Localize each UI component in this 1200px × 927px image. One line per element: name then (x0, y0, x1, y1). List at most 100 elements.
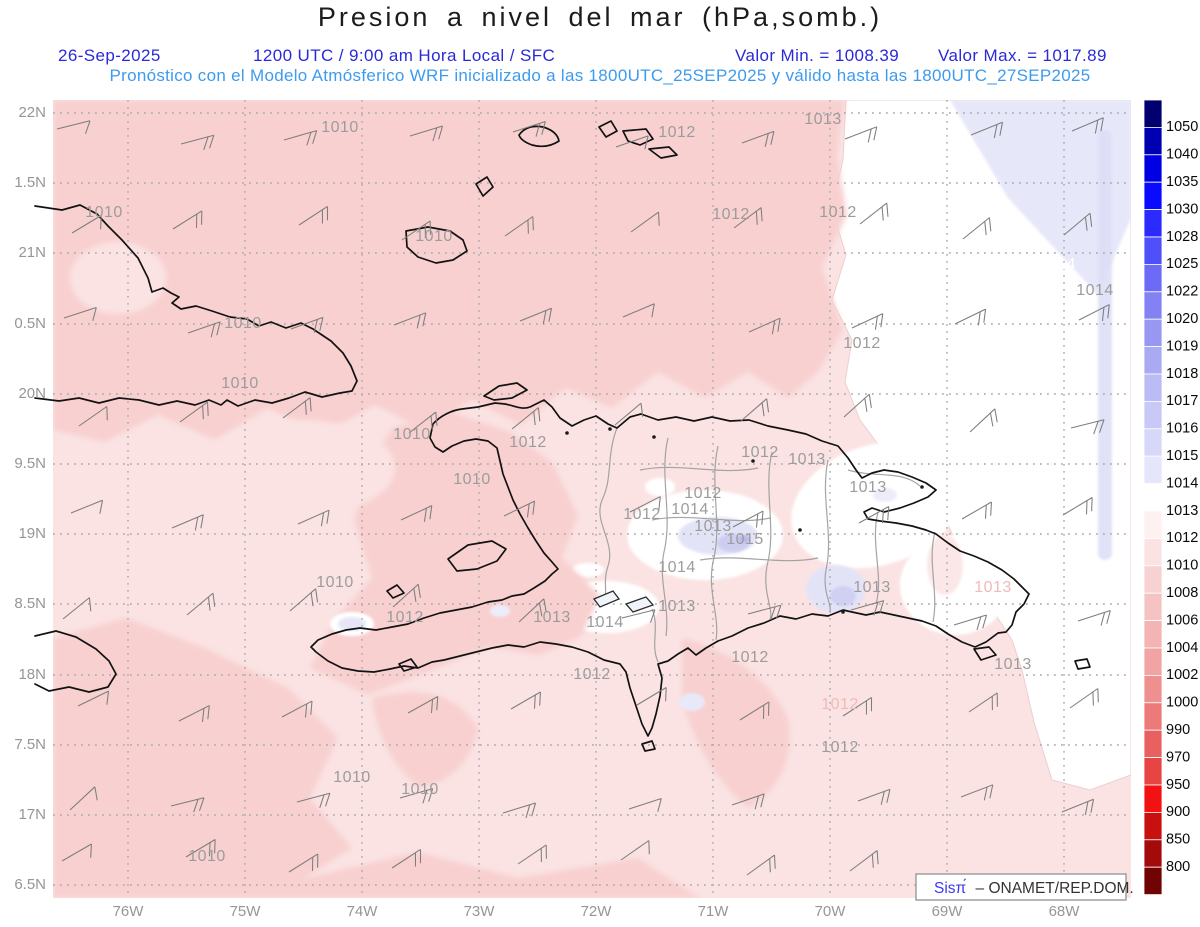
barb-feather (423, 508, 427, 522)
wind-barb (298, 206, 329, 226)
run-time-info: 1200 UTC / 9:00 am Hora Local / SFC (253, 46, 556, 65)
wind-barb (969, 408, 998, 433)
barb-feather (430, 699, 434, 714)
wind-barb (289, 588, 319, 612)
colorbar-segment (1143, 675, 1163, 704)
contour-label: 1012 (386, 609, 424, 626)
barb-feather (649, 609, 656, 623)
barb-feather (539, 691, 541, 706)
lon-tick-label: 76W (113, 903, 145, 920)
barb-feather (207, 705, 210, 720)
barb-feather (1091, 497, 1093, 512)
wind-barb (517, 844, 547, 865)
colorbar-tick-label: 1017 (1166, 393, 1198, 409)
barb-feather (761, 402, 765, 417)
barb-feather (429, 505, 433, 520)
contour-label: 1012 (573, 666, 611, 683)
barb-feather (542, 310, 547, 325)
lat-tick-label: 17N (18, 806, 46, 823)
colorbar-segment (1143, 346, 1163, 375)
wind-barb (968, 692, 998, 713)
barb-feather (413, 588, 417, 602)
colorbar-segment (1143, 236, 1163, 265)
barb-staff (510, 691, 541, 710)
wind-barb (504, 216, 534, 237)
barb-staff (954, 308, 986, 325)
colorbar-segment (1143, 400, 1163, 430)
wind-barb (401, 220, 431, 241)
barb-staff (1061, 798, 1094, 813)
contour-label: 1010 (393, 426, 431, 443)
wind-barb (622, 303, 655, 318)
lat-tick-label: 6.5N (14, 876, 46, 893)
barb-feather (766, 398, 770, 413)
barb-feather (538, 602, 543, 617)
contour-label: 1013 (849, 479, 887, 496)
barb-staff (961, 501, 992, 520)
barb-feather (1094, 119, 1099, 134)
barb-feather (94, 786, 98, 801)
wind-barb (186, 592, 216, 616)
barb-feather (202, 405, 204, 420)
coast-cayemites (386, 584, 405, 599)
watermark-org: – ONAMET/REP.DOM. (976, 880, 1134, 897)
colorbar-segment (1143, 565, 1163, 594)
barb-staff (504, 216, 534, 237)
colorbar: 1050 1040 1035 1030 1028 1025 1022 1020 1019 1018… (1143, 99, 1198, 896)
barb-feather (315, 588, 319, 603)
barb-staff (614, 402, 642, 426)
wind-barbs (56, 117, 1111, 876)
wind-barb (78, 406, 108, 427)
barb-feather (106, 406, 108, 421)
wind-barb (849, 850, 879, 872)
contour-label: 1013 (804, 111, 842, 128)
barb-feather (994, 408, 998, 423)
colorbar-tick-label: 1012 (1166, 530, 1198, 546)
wind-barb (842, 697, 873, 717)
barb-staff (518, 598, 545, 623)
barb-feather (1098, 419, 1105, 433)
barb-staff (401, 220, 431, 241)
lat-tick-label: 22N (18, 104, 46, 121)
contour-label: 1013 (533, 609, 571, 626)
colorbar-tick-label: 1010 (1166, 558, 1198, 574)
lon-tick-label: 70W (815, 903, 847, 920)
coast-turks-caicos (598, 120, 618, 138)
contour-label: 1012 (741, 444, 779, 461)
barb-feather (525, 804, 531, 819)
barb-feather (203, 136, 209, 150)
barb-feather (1092, 691, 1094, 706)
wind-barb (281, 700, 313, 718)
wind-barb (961, 501, 992, 520)
barb-staff (186, 592, 214, 616)
barb-feather (873, 126, 878, 141)
barb-staff (1070, 419, 1105, 429)
contour-label: 1015 (726, 531, 764, 548)
wind-barb (288, 853, 319, 873)
barb-feather (438, 125, 444, 140)
barb-feather (309, 397, 312, 412)
colorbar-tick-label: 850 (1166, 832, 1190, 848)
barb-feather (983, 786, 988, 801)
barb-staff (180, 134, 214, 145)
barb-feather (777, 318, 781, 332)
barb-feather (1085, 500, 1088, 515)
barb-staff (172, 210, 203, 230)
coastlines (34, 120, 1091, 752)
barb-feather (989, 784, 994, 799)
colorbar-segment (1143, 757, 1163, 786)
colorbar-tick-label: 1019 (1166, 338, 1198, 354)
barb-staff (407, 696, 438, 714)
barb-staff (740, 398, 768, 422)
barb-feather (984, 504, 987, 519)
barb-staff (70, 499, 103, 514)
wind-barb (843, 393, 872, 418)
barb-feather (526, 503, 530, 518)
wind-barb (408, 411, 438, 434)
contour-label: 1014 (1038, 256, 1076, 273)
contour-label: 1013 (658, 598, 696, 615)
colorbar-tick-label: 1014 (1166, 475, 1198, 491)
contour-label: 1010 (321, 119, 359, 136)
barb-feather (531, 802, 537, 817)
colorbar-segment (1143, 784, 1163, 813)
